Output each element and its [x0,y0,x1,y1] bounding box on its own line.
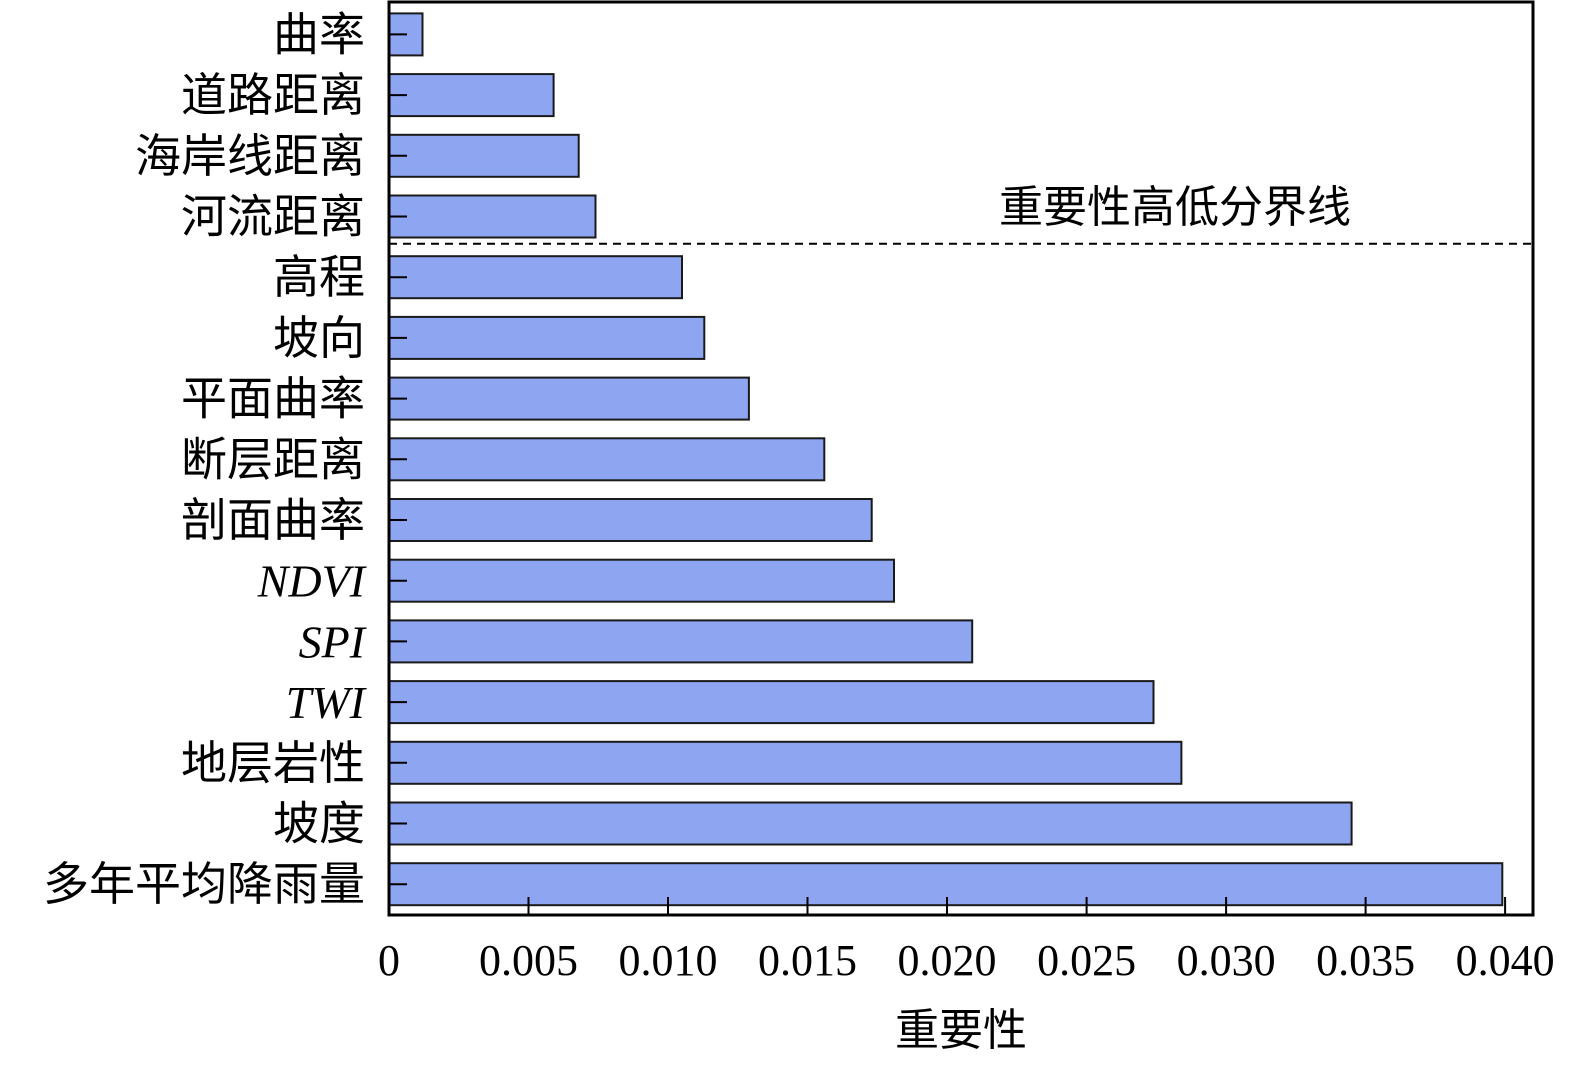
bar [388,376,750,421]
category-label: NDVI [257,556,368,607]
category-label: 地层岩性 [181,736,365,790]
bar [388,680,1155,725]
category-label: 多年平均降雨量 [43,857,365,911]
bars-group [388,12,1504,907]
category-label: 坡度 [273,797,365,851]
bar [388,862,1504,907]
category-label: 坡向 [273,311,365,365]
bar [388,619,974,664]
bar [388,255,683,300]
x-tick-label: 0.035 [1316,936,1415,985]
category-label: 曲率 [273,7,365,61]
x-tick-label: 0.025 [1037,936,1136,985]
category-label: 河流距离 [181,190,365,244]
bar [388,315,706,360]
x-tick-label: 0.005 [479,936,578,985]
category-label: 剖面曲率 [181,493,365,547]
category-label: 道路距离 [181,68,365,122]
x-tick-label: 0.015 [758,936,857,985]
bar [388,558,895,603]
x-tick-label: 0.040 [1456,936,1555,985]
x-tick-label: 0.010 [619,936,718,985]
category-label: 高程 [273,250,365,304]
bar [388,437,826,482]
bar [388,73,555,118]
bar [388,801,1353,846]
bar [388,740,1183,785]
threshold-label: 重要性高低分界线 [999,182,1351,233]
category-label: TWI [286,677,368,728]
category-label: 海岸线距离 [135,129,365,183]
bar [388,194,597,239]
plot-frame [387,0,1535,917]
category-label: SPI [299,616,368,667]
x-axis-ticks: 0 0.005 0.010 0.015 0.020 0.025 0.030 0.035 0.04… [378,897,1555,985]
x-axis-title: 重要性 [895,1005,1027,1056]
category-label: 平面曲率 [181,372,365,426]
bar [388,133,580,178]
x-tick-label: 0.030 [1177,936,1276,985]
bar [388,498,873,542]
x-tick-label: 0.020 [898,936,997,985]
category-label: 断层距离 [181,432,365,486]
x-tick-label: 0 [378,936,400,985]
